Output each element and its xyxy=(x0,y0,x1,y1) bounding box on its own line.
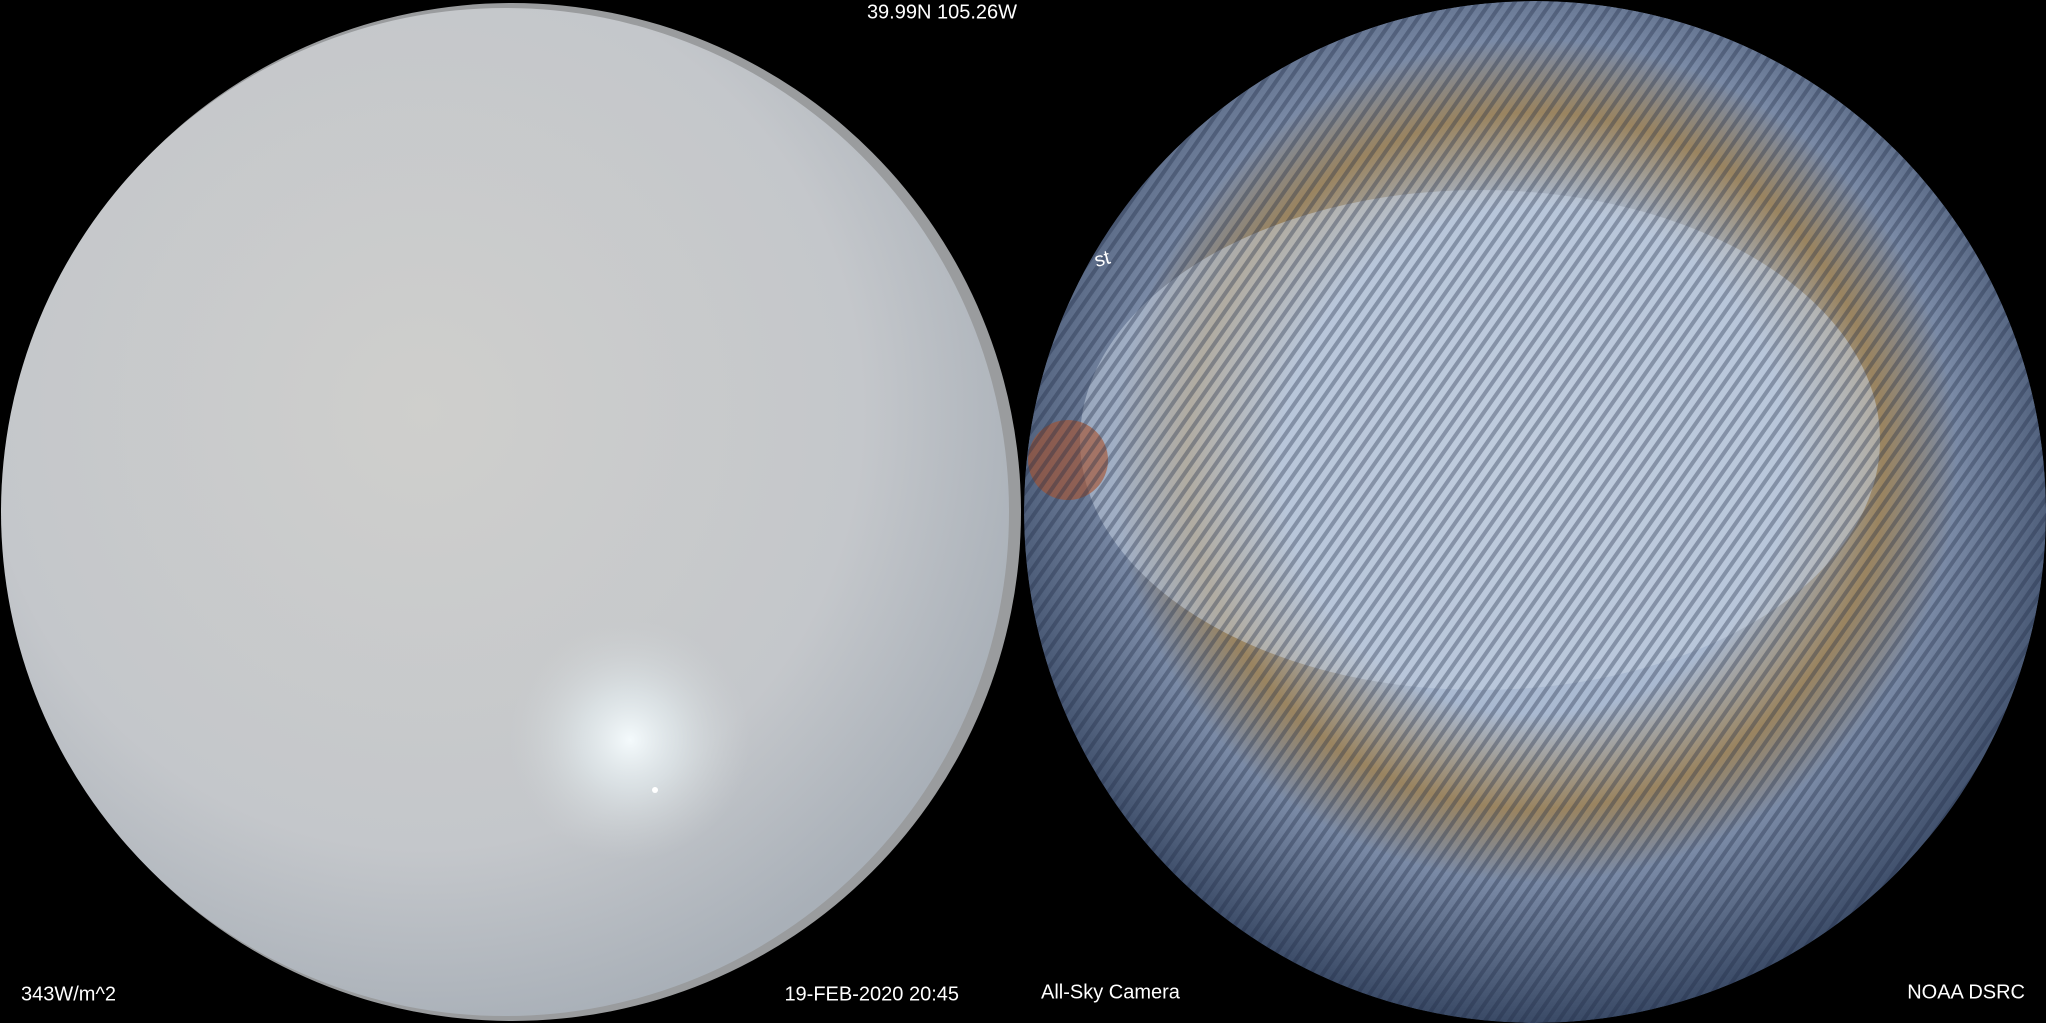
sun-glow xyxy=(510,620,750,860)
sky-dome xyxy=(1,8,1009,1016)
irradiance: 343W/m^2 xyxy=(21,983,116,1005)
source-label: NOAA DSRC xyxy=(1907,981,2025,1003)
scanlines xyxy=(1024,1,2046,1023)
location: 39.99N 105.26W xyxy=(867,1,1017,23)
sun xyxy=(652,787,658,793)
camera-label: All-Sky Camera xyxy=(1041,981,1181,1003)
timestamp: 19-FEB-2020 20:45 xyxy=(784,983,959,1005)
camera-image: st xyxy=(1024,1,2046,1023)
image-text: st xyxy=(1092,247,1113,272)
